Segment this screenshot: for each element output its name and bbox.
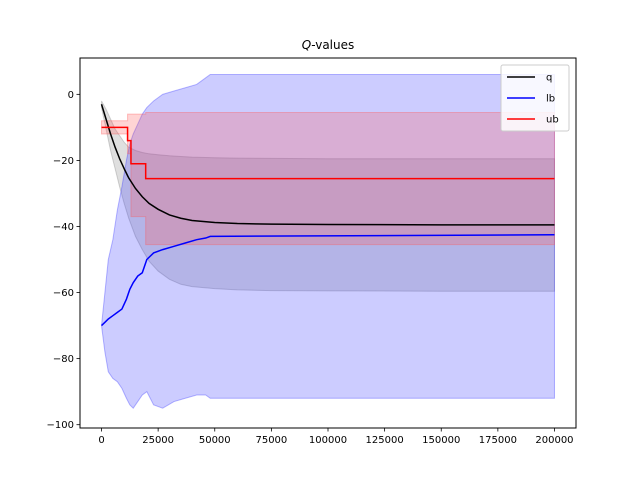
y-tick-label: 0 <box>68 90 74 101</box>
legend-label-ub: ub <box>546 115 559 126</box>
legend-label-q: q <box>546 73 552 84</box>
x-tick-label: 150000 <box>422 435 460 446</box>
y-tick-label: −100 <box>47 420 74 431</box>
series-line-ub <box>101 126 555 180</box>
series-line-lb <box>100 233 555 327</box>
y-tick-label: −60 <box>53 288 74 299</box>
x-axis: 0 25000 50000 75000 100000 125000 150000 175000… <box>98 428 574 446</box>
x-tick-label: 100000 <box>309 435 347 446</box>
y-tick-label: −20 <box>53 156 74 167</box>
legend-label-lb: lb <box>546 94 555 105</box>
y-tick-label: −40 <box>53 222 74 233</box>
band-q <box>101 100 555 292</box>
x-tick-label: 50000 <box>199 435 231 446</box>
x-tick-label: 175000 <box>479 435 517 446</box>
series-lines <box>100 104 555 327</box>
band-lb <box>101 74 555 409</box>
chart-title-italic: Q <box>302 38 311 52</box>
chart-title: Q-values <box>302 38 355 52</box>
y-tick-label: −80 <box>53 354 74 365</box>
x-tick-label: 200000 <box>535 435 573 446</box>
series-line-q <box>100 104 555 226</box>
confidence-bands <box>101 74 555 409</box>
x-tick-label: 75000 <box>255 435 287 446</box>
x-tick-label: 0 <box>98 435 104 446</box>
x-tick-label: 25000 <box>142 435 174 446</box>
y-axis: −100 −80 −60 −40 −20 0 <box>47 90 80 431</box>
legend: q lb ub <box>500 64 570 132</box>
x-tick-label: 125000 <box>366 435 404 446</box>
chart-title-rest: -values <box>311 38 354 52</box>
